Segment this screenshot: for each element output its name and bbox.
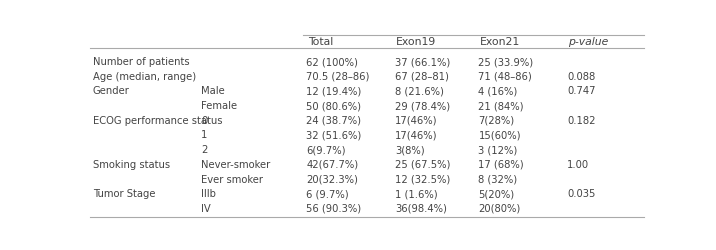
- Text: Total: Total: [308, 36, 333, 46]
- Text: 3 (12%): 3 (12%): [478, 144, 518, 154]
- Text: Ever smoker: Ever smoker: [201, 174, 263, 184]
- Text: 1 (1.6%): 1 (1.6%): [395, 188, 438, 198]
- Text: 2: 2: [201, 144, 208, 154]
- Text: ECOG performance status: ECOG performance status: [93, 115, 223, 125]
- Text: 56 (90.3%): 56 (90.3%): [306, 203, 362, 213]
- Text: 7(28%): 7(28%): [478, 115, 515, 125]
- Text: 5(20%): 5(20%): [478, 188, 515, 198]
- Text: 0: 0: [201, 115, 208, 125]
- Text: 6(9.7%): 6(9.7%): [306, 144, 346, 154]
- Text: Age (median, range): Age (median, range): [93, 72, 196, 81]
- Text: 12 (19.4%): 12 (19.4%): [306, 86, 362, 96]
- Text: Never-smoker: Never-smoker: [201, 159, 270, 169]
- Text: 0.088: 0.088: [567, 72, 596, 81]
- Text: 70.5 (28–86): 70.5 (28–86): [306, 72, 370, 81]
- Text: 0.035: 0.035: [567, 188, 596, 198]
- Text: 6 (9.7%): 6 (9.7%): [306, 188, 349, 198]
- Text: Male: Male: [201, 86, 225, 96]
- Text: Gender: Gender: [93, 86, 130, 96]
- Text: 32 (51.6%): 32 (51.6%): [306, 130, 362, 140]
- Text: IV: IV: [201, 203, 211, 213]
- Text: Exon19: Exon19: [397, 36, 437, 46]
- Text: 36(98.4%): 36(98.4%): [395, 203, 447, 213]
- Text: Smoking status: Smoking status: [93, 159, 170, 169]
- Text: 1: 1: [201, 130, 208, 140]
- Text: 29 (78.4%): 29 (78.4%): [395, 101, 450, 111]
- Text: Female: Female: [201, 101, 237, 111]
- Text: 24 (38.7%): 24 (38.7%): [306, 115, 362, 125]
- Text: 12 (32.5%): 12 (32.5%): [395, 174, 450, 184]
- Text: 71 (48–86): 71 (48–86): [478, 72, 532, 81]
- Text: Tumor Stage: Tumor Stage: [93, 188, 155, 198]
- Text: Number of patients: Number of patients: [93, 57, 190, 67]
- Text: 8 (21.6%): 8 (21.6%): [395, 86, 444, 96]
- Text: Exon21: Exon21: [480, 36, 520, 46]
- Text: 0.747: 0.747: [567, 86, 596, 96]
- Text: 37 (66.1%): 37 (66.1%): [395, 57, 450, 67]
- Text: 21 (84%): 21 (84%): [478, 101, 524, 111]
- Text: 20(80%): 20(80%): [478, 203, 521, 213]
- Text: 17(46%): 17(46%): [395, 115, 437, 125]
- Text: 20(32.3%): 20(32.3%): [306, 174, 358, 184]
- Text: 42(67.7%): 42(67.7%): [306, 159, 359, 169]
- Text: 15(60%): 15(60%): [478, 130, 521, 140]
- Text: 17(46%): 17(46%): [395, 130, 437, 140]
- Text: 62 (100%): 62 (100%): [306, 57, 358, 67]
- Text: 25 (33.9%): 25 (33.9%): [478, 57, 533, 67]
- Text: p-value: p-value: [569, 36, 609, 46]
- Text: IIIb: IIIb: [201, 188, 216, 198]
- Text: 50 (80.6%): 50 (80.6%): [306, 101, 362, 111]
- Text: 3(8%): 3(8%): [395, 144, 425, 154]
- Text: 8 (32%): 8 (32%): [478, 174, 518, 184]
- Text: 25 (67.5%): 25 (67.5%): [395, 159, 450, 169]
- Text: 0.182: 0.182: [567, 115, 596, 125]
- Text: 4 (16%): 4 (16%): [478, 86, 518, 96]
- Text: 67 (28–81): 67 (28–81): [395, 72, 449, 81]
- Text: 1.00: 1.00: [567, 159, 589, 169]
- Text: 17 (68%): 17 (68%): [478, 159, 524, 169]
